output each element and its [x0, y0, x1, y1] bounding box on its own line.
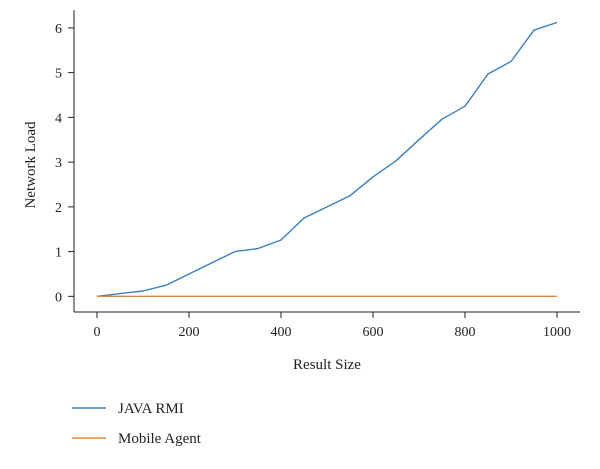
- x-tick-label: 400: [271, 325, 292, 340]
- legend-label: Mobile Agent: [118, 431, 202, 447]
- y-tick-label: 1: [55, 246, 62, 261]
- y-tick-label: 6: [55, 22, 62, 37]
- x-tick-label: 800: [455, 325, 476, 340]
- y-tick-label: 3: [55, 156, 62, 171]
- legend: JAVA RMI Mobile Agent: [72, 401, 202, 447]
- y-tick-label: 5: [55, 67, 62, 82]
- ticks-layer: 0 200 400 600 800 1000 0 1 2 3 4 5 6: [55, 22, 571, 340]
- y-tick-label: 2: [55, 201, 62, 216]
- series-layer: [96, 21, 558, 297]
- y-axis-label: Network Load: [23, 121, 39, 209]
- y-tick-label: 4: [55, 111, 62, 126]
- legend-label: JAVA RMI: [118, 401, 184, 417]
- y-tick-label: 0: [55, 290, 62, 305]
- series-line-java-rmi: [96, 21, 558, 297]
- x-tick-label: 600: [363, 325, 384, 340]
- x-tick-label: 0: [94, 325, 101, 340]
- x-tick-label: 1000: [543, 325, 571, 340]
- x-tick-label: 200: [179, 325, 200, 340]
- plot-frame: [73, 10, 580, 313]
- x-axis-label: Result Size: [293, 357, 361, 373]
